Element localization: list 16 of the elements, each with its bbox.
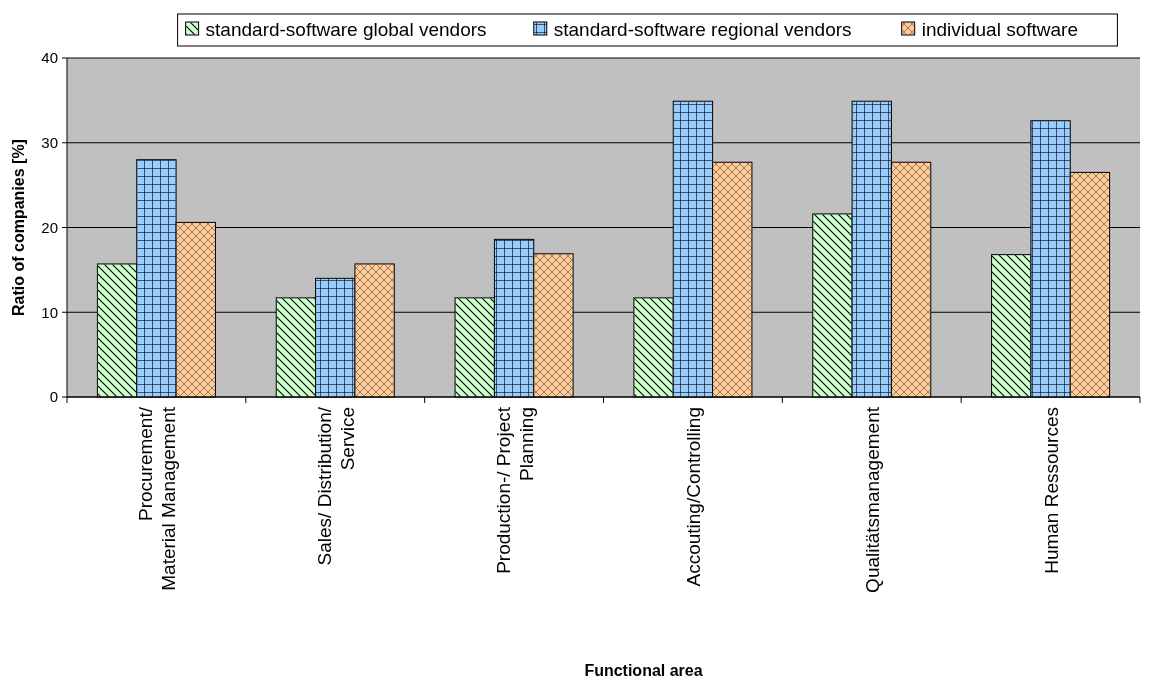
x-axis-title: Functional area — [584, 662, 703, 679]
y-tick-label: 0 — [49, 388, 58, 406]
y-tick-label: 30 — [41, 134, 58, 151]
y-tick-label: 20 — [41, 218, 58, 236]
x-tick-label: Human Ressources — [1040, 407, 1062, 574]
legend-label: standard-software global vendors — [205, 18, 487, 40]
x-tick-label: Procurement/ Material Management — [134, 406, 179, 591]
x-tick-label: Sales/ Distribution/ Service — [313, 406, 358, 566]
x-tick-label: Production-/ Project Planning — [492, 406, 537, 574]
y-tick-label: 40 — [41, 49, 58, 67]
x-tick-label: Accouting/Controlling — [682, 407, 704, 587]
legend-label: individual software — [921, 18, 1078, 40]
legend-label: standard-software regional vendors — [553, 18, 852, 40]
x-tick-label: Qualitätsmanagement — [861, 406, 883, 593]
y-tick-label: 10 — [41, 303, 58, 321]
y-axis-title: Ratio of companies [%] — [10, 139, 27, 316]
